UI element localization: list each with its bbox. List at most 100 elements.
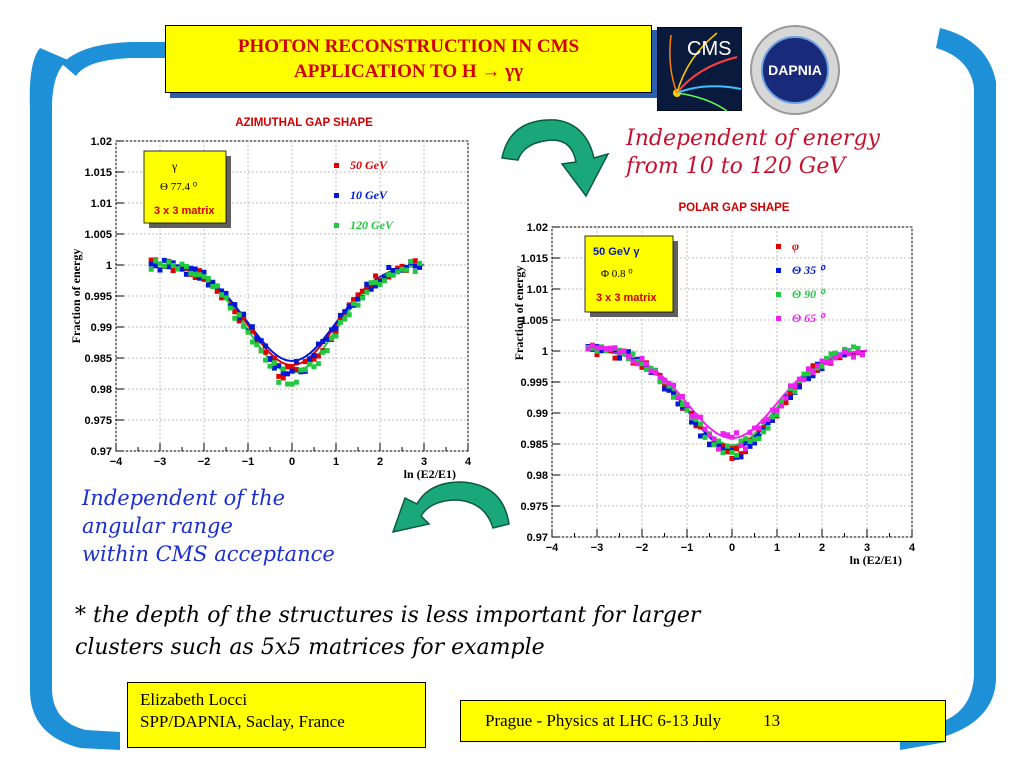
data-point — [716, 446, 721, 452]
data-point — [626, 353, 631, 359]
data-point — [263, 357, 269, 363]
data-point — [860, 352, 865, 358]
y-tick-label: 1.015 — [520, 253, 548, 265]
legend-label: φ — [792, 239, 799, 253]
data-point — [276, 363, 282, 369]
data-point — [603, 346, 609, 352]
data-point — [671, 391, 676, 397]
data-point — [666, 380, 672, 386]
data-point — [232, 302, 238, 308]
data-point — [653, 370, 658, 376]
x-tick-label: −1 — [242, 456, 255, 468]
data-point — [594, 345, 600, 351]
data-point — [227, 305, 233, 311]
data-point — [846, 348, 852, 354]
data-point — [399, 263, 405, 269]
legend-label: 10 GeV — [350, 188, 388, 202]
y-tick-label: 0.985 — [520, 439, 548, 451]
data-point — [698, 414, 703, 420]
info-line-2: Φ 0.8 ⁰ — [601, 268, 633, 280]
data-point — [276, 373, 282, 379]
data-point — [285, 371, 291, 377]
data-point — [280, 375, 286, 381]
y-tick-label: 1.02 — [527, 222, 548, 234]
data-point — [249, 324, 255, 330]
data-point — [725, 443, 730, 449]
data-point — [801, 377, 807, 383]
data-point — [725, 432, 730, 438]
data-point — [599, 348, 604, 354]
data-point — [412, 268, 418, 274]
data-point — [219, 288, 225, 294]
data-point — [716, 438, 721, 444]
data-point — [170, 268, 176, 274]
legend-marker — [334, 193, 339, 198]
data-point — [747, 439, 753, 445]
data-point — [810, 369, 816, 375]
data-point — [364, 285, 370, 291]
data-point — [770, 407, 775, 413]
data-point — [355, 292, 361, 298]
data-point — [590, 345, 595, 351]
data-point — [828, 359, 834, 365]
angle-note-line-3: within CMS acceptance — [82, 542, 335, 566]
data-point — [779, 403, 784, 409]
data-point — [359, 288, 365, 294]
legend-marker — [776, 268, 781, 273]
data-point — [337, 319, 343, 325]
y-tick-label: 0.99 — [91, 322, 112, 334]
data-point — [743, 440, 748, 446]
data-point — [337, 312, 343, 318]
data-point — [285, 381, 291, 387]
data-point — [201, 276, 207, 282]
author-affiliation: SPP/DAPNIA, Saclay, France — [140, 712, 345, 731]
data-point — [738, 442, 744, 448]
data-point — [828, 351, 834, 357]
data-point — [689, 419, 694, 425]
data-point — [302, 359, 308, 365]
y-tick-label: 0.98 — [527, 470, 548, 482]
curved-arrow-right-icon — [501, 119, 610, 198]
data-point — [657, 374, 663, 380]
energy-note-line-1: Independent of energy — [626, 126, 880, 151]
data-point — [707, 442, 712, 448]
data-point — [815, 367, 820, 373]
data-point — [333, 333, 339, 339]
x-tick-label: 4 — [465, 456, 472, 468]
data-point — [684, 402, 690, 408]
data-point — [743, 446, 748, 452]
x-tick-label: 3 — [864, 542, 870, 554]
data-point — [743, 436, 748, 442]
angle-note: Independent of the angular range within … — [82, 484, 335, 568]
y-tick-label: 0.97 — [91, 446, 112, 458]
x-tick-label: −3 — [591, 542, 604, 554]
data-point — [815, 363, 820, 369]
info-line-3: 3 x 3 matrix — [154, 205, 215, 217]
data-point — [324, 336, 330, 342]
data-point — [166, 264, 172, 270]
data-point — [729, 449, 735, 455]
data-point — [315, 341, 321, 347]
x-tick-label: −1 — [681, 542, 694, 554]
data-point — [711, 436, 717, 442]
data-point — [161, 263, 167, 269]
x-tick-label: 3 — [421, 456, 427, 468]
y-tick-label: 0.97 — [527, 532, 548, 544]
data-point — [368, 280, 374, 286]
data-point — [157, 261, 163, 267]
polar-gap-chart: POLAR GAP SHAPE −4 −3 −2 −1 0 1 2 3 4 0.97 0.975 0.… — [512, 202, 916, 567]
data-point — [774, 407, 780, 413]
data-point — [711, 442, 717, 448]
y-tick-label: 0.99 — [527, 408, 548, 420]
data-point — [770, 417, 775, 423]
data-point — [617, 348, 622, 354]
data-point — [223, 295, 229, 301]
data-point — [232, 309, 238, 315]
y-tick-label: 1.01 — [91, 198, 112, 210]
data-point — [594, 352, 600, 358]
data-point — [680, 402, 685, 408]
data-point — [342, 316, 348, 322]
data-point — [666, 383, 672, 389]
legend-marker — [334, 163, 339, 168]
y-tick-label: 0.98 — [91, 384, 112, 396]
